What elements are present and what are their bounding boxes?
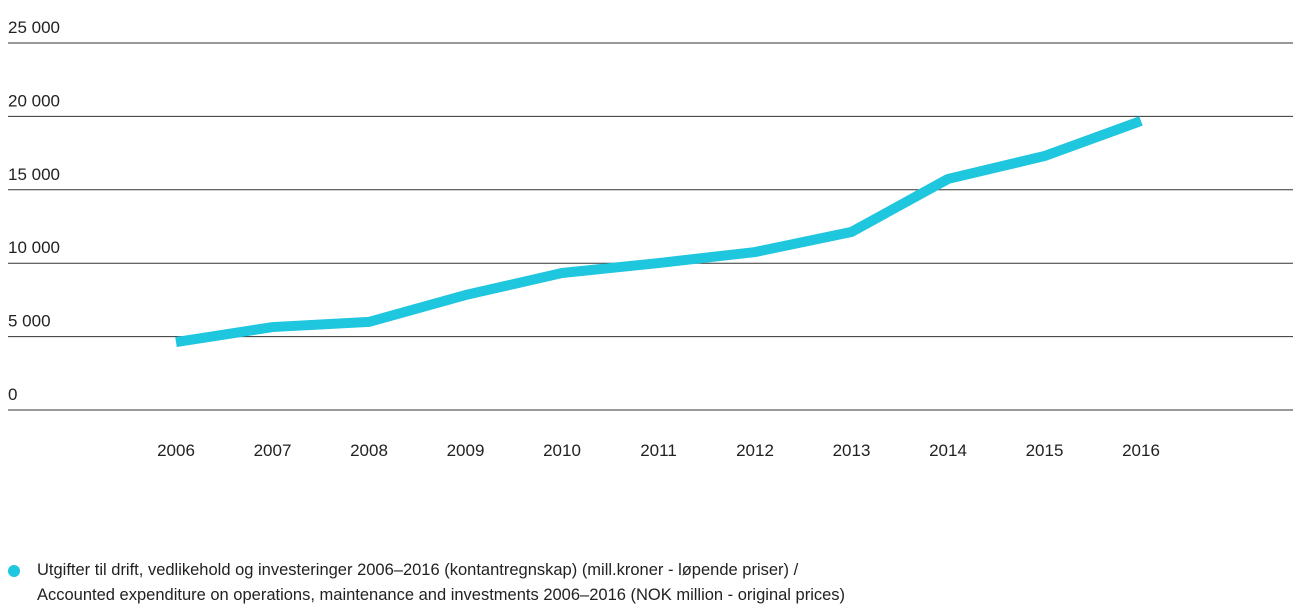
y-tick-label: 25 000 bbox=[8, 18, 60, 37]
legend-label: Utgifter til drift, vedlikehold og inves… bbox=[37, 561, 846, 604]
x-tick-label: 2012 bbox=[736, 441, 774, 460]
y-tick-label: 0 bbox=[8, 385, 17, 404]
x-tick-label: 2007 bbox=[254, 441, 292, 460]
x-tick-label: 2015 bbox=[1026, 441, 1064, 460]
x-tick-label: 2006 bbox=[157, 441, 195, 460]
y-tick-label: 20 000 bbox=[8, 91, 60, 110]
chart: 0 5 000 10 000 15 000 20 000 25 000 2006 2007 20… bbox=[8, 18, 1293, 460]
data-line bbox=[175, 116, 1143, 347]
legend: Utgifter til drift, vedlikehold og inves… bbox=[8, 558, 845, 608]
y-tick-label: 5 000 bbox=[8, 312, 51, 331]
x-tick-label: 2010 bbox=[543, 441, 581, 460]
x-tick-label: 2014 bbox=[929, 441, 967, 460]
x-tick-label: 2011 bbox=[640, 441, 677, 460]
x-tick-label: 2009 bbox=[447, 441, 485, 460]
x-tick-label: 2008 bbox=[350, 441, 388, 460]
x-tick-label: 2016 bbox=[1122, 441, 1160, 460]
legend-swatch bbox=[8, 565, 20, 577]
y-tick-label: 10 000 bbox=[8, 238, 60, 257]
x-tick-label: 2013 bbox=[833, 441, 871, 460]
y-tick-label: 15 000 bbox=[8, 165, 60, 184]
